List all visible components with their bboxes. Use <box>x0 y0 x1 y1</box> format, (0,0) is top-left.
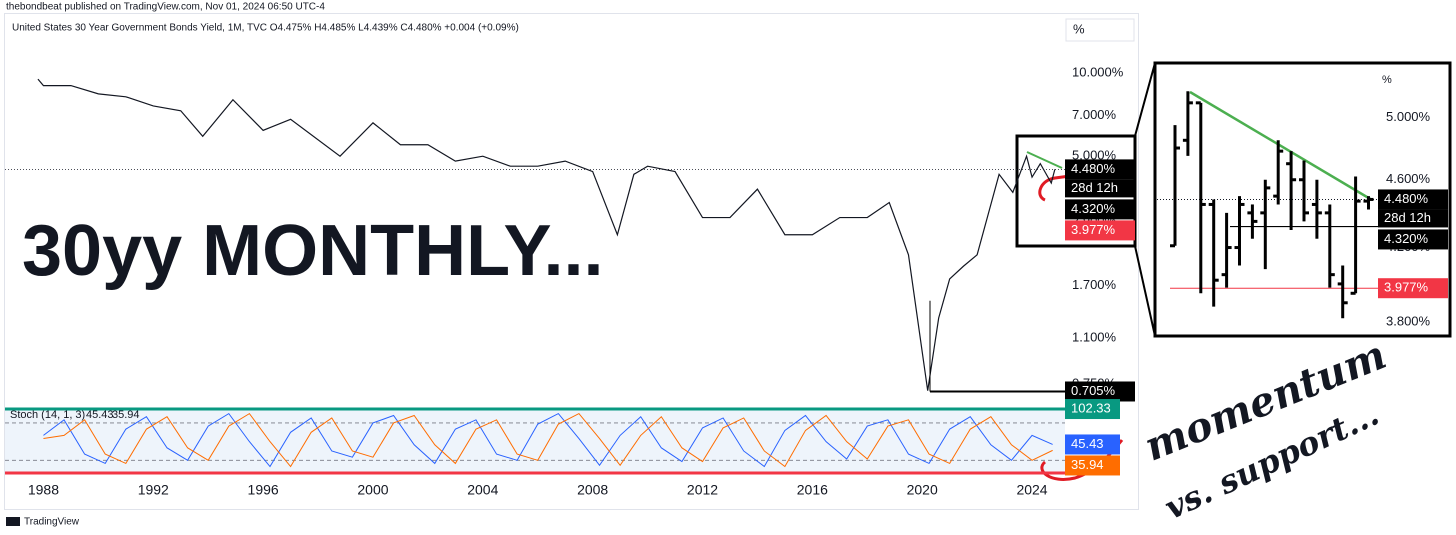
price-label: 0.705% <box>1071 383 1116 398</box>
y-tick-label: 7.000% <box>1072 107 1117 122</box>
price-label: 3.977% <box>1071 222 1116 237</box>
publisher: thebondbeat published on TradingView.com… <box>6 2 325 13</box>
price-label-box <box>1065 220 1135 241</box>
x-tick-label: 1988 <box>28 482 59 498</box>
stoch-d-value: 35.94 <box>112 409 140 421</box>
price-label-box <box>1065 381 1135 402</box>
x-tick-label: 2016 <box>797 482 828 498</box>
x-tick-label: 2004 <box>467 482 498 498</box>
inset-trendline <box>1189 90 1373 202</box>
price-label-box <box>1065 399 1120 420</box>
y-tick-label: 3.800% <box>1386 314 1431 329</box>
stoch-label: 35.94 <box>1071 457 1104 472</box>
price-label: 102.33 <box>1071 400 1111 415</box>
headline: 30yy MONTHLY... <box>22 211 604 291</box>
countdown-box <box>1065 179 1135 198</box>
x-tick-label: 2012 <box>687 482 718 498</box>
x-tick-label: 2024 <box>1016 482 1047 498</box>
stoch-line <box>43 412 1053 468</box>
price-label-box <box>1378 229 1448 250</box>
price-label: 3.977% <box>1384 280 1429 295</box>
y-tick-label: 5.000% <box>1386 109 1431 124</box>
x-tick-label: 2000 <box>357 482 388 498</box>
price-label-box <box>1065 159 1135 180</box>
x-tick-label: 2008 <box>577 482 608 498</box>
brand: TradingView <box>24 517 80 528</box>
countdown: 28d 12h <box>1071 180 1118 195</box>
stoch-label: 45.43 <box>1071 436 1104 451</box>
x-tick-label: 2020 <box>907 482 938 498</box>
trendline <box>1026 151 1063 169</box>
unit: % <box>1073 21 1085 36</box>
price-label: 4.320% <box>1071 201 1116 216</box>
y-tick-label: 1.100% <box>1072 329 1117 344</box>
price-label-box <box>1378 189 1448 210</box>
price-label-box <box>1378 278 1448 299</box>
countdown: 28d 12h <box>1384 210 1431 225</box>
price-label: 4.480% <box>1384 191 1429 206</box>
symbol-legend: United States 30 Year Government Bonds Y… <box>12 23 519 34</box>
stoch-line <box>43 412 1053 468</box>
logo <box>6 517 20 526</box>
inset-unit: % <box>1382 74 1392 86</box>
price-label: 4.480% <box>1071 161 1116 176</box>
zoom-connector <box>1134 245 1156 337</box>
x-tick-label: 1996 <box>248 482 279 498</box>
y-tick-label: 1.700% <box>1072 277 1117 292</box>
hand-arrow <box>1038 174 1071 202</box>
y-tick-label: 10.000% <box>1072 64 1124 79</box>
stoch-label-box <box>1065 455 1120 476</box>
x-tick-label: 1992 <box>138 482 169 498</box>
y-tick-label: 5.000% <box>1072 148 1117 163</box>
stoch-k-value: 45.43 <box>86 409 114 421</box>
stoch-title: Stoch (14, 1, 3) <box>10 409 85 421</box>
price-line <box>37 78 1056 391</box>
price-label: 4.320% <box>1384 231 1429 246</box>
y-tick-label: 4.600% <box>1386 171 1431 186</box>
stoch-pane <box>5 408 1065 474</box>
unit-button[interactable] <box>1065 18 1135 42</box>
countdown-box <box>1378 209 1448 228</box>
stoch-label-box <box>1065 434 1120 455</box>
price-label-box <box>1065 199 1135 220</box>
zoom-connector <box>1134 62 1156 137</box>
